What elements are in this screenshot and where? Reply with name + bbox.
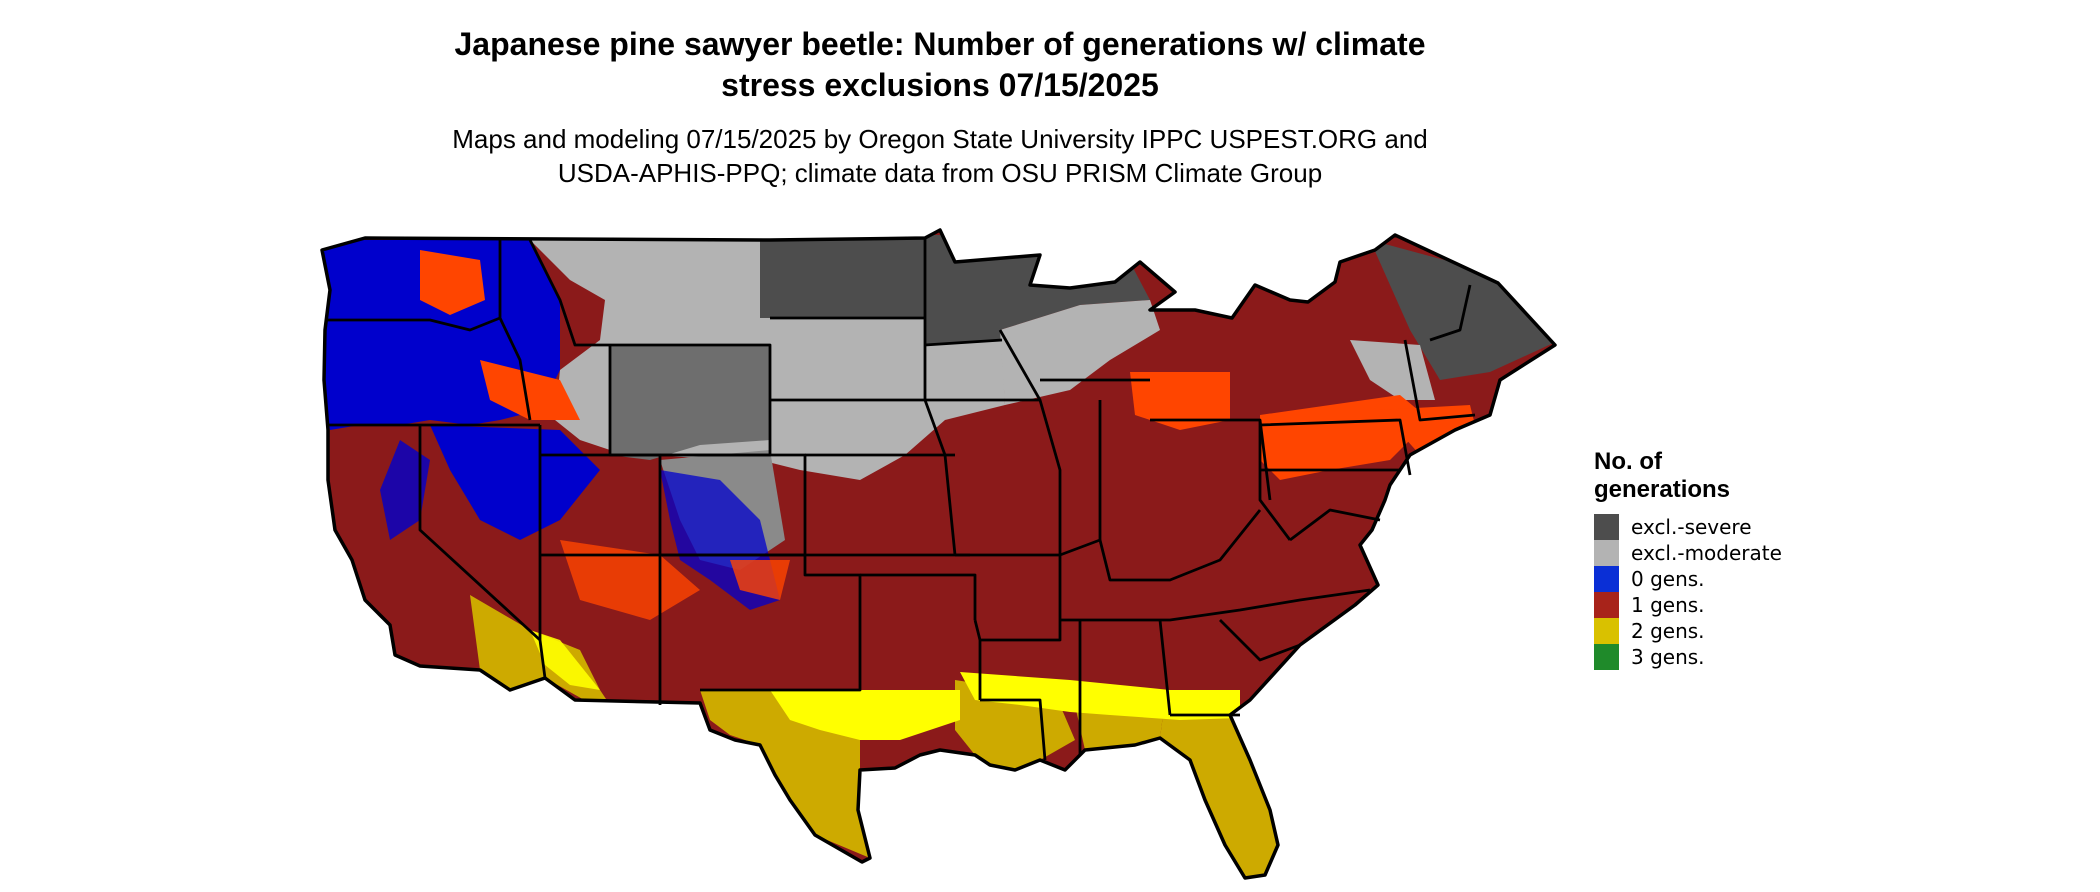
border-id-west <box>498 240 532 421</box>
subtitle-line-1: Maps and modeling 07/15/2025 by Oregon S… <box>452 124 1428 154</box>
border-ok-tx <box>860 573 977 620</box>
zone-highlight-utah-arizona <box>560 540 700 620</box>
border-nm-tx <box>660 553 862 692</box>
national-border <box>320 228 1557 880</box>
map-title: Japanese pine sawyer beetle: Number of g… <box>300 24 1580 106</box>
zone-highlight-new-mexico <box>730 560 790 600</box>
border-id-mt <box>528 239 610 347</box>
legend-item-2-gens: 2 gens. <box>1594 618 1854 644</box>
generation-zones <box>322 230 1555 878</box>
zone-two-texas <box>700 690 870 858</box>
border-la-ms <box>980 698 1047 761</box>
legend-swatch <box>1594 566 1619 592</box>
legend-swatch <box>1594 592 1619 618</box>
legend-item-excl-moderate: excl.-moderate <box>1594 540 1854 566</box>
zone-two-fringe-california <box>530 630 600 690</box>
legend: No. of generations excl.-severe excl.-mo… <box>1594 448 1854 670</box>
map-subtitle: Maps and modeling 07/15/2025 by Oregon S… <box>300 122 1580 190</box>
border-ar-la-west <box>973 619 982 700</box>
legend-swatch <box>1594 618 1619 644</box>
legend-title: No. of generations <box>1594 448 1854 504</box>
border-mo-ar <box>955 553 1062 642</box>
border-mn-ia-mo-west <box>923 238 957 556</box>
border-al-ga <box>1158 619 1172 716</box>
zone-highlight-michigan <box>1130 372 1230 430</box>
legend-item-1-gens: 1 gens. <box>1594 592 1854 618</box>
legend-title-line-1: No. of <box>1594 448 1662 475</box>
legend-title-line-2: generations <box>1594 476 1731 503</box>
zone-zero-sierra <box>380 440 430 540</box>
border-utah <box>540 453 662 557</box>
legend-label: 1 gens. <box>1631 593 1705 617</box>
border-new-england <box>1403 339 1476 422</box>
legend-label: excl.-moderate <box>1631 541 1782 565</box>
zone-highlight-snake-river <box>480 360 580 420</box>
border-mn-ia <box>924 338 1003 347</box>
border-nv-az-ut <box>538 425 547 679</box>
zone-highlight-idaho <box>420 250 485 315</box>
zone-excl-wyoming <box>610 345 770 460</box>
legend-item-0-gens: 0 gens. <box>1594 566 1854 592</box>
legend-swatch <box>1594 514 1619 540</box>
zone-two-florida <box>1160 690 1278 878</box>
border-ca-nv <box>418 425 541 642</box>
legend-swatch <box>1594 644 1619 670</box>
us-generations-map <box>320 228 1557 880</box>
legend-label: 2 gens. <box>1631 619 1705 643</box>
legend-item-3-gens: 3 gens. <box>1594 644 1854 670</box>
border-wa-or <box>325 316 501 332</box>
border-vt-nh <box>1429 284 1472 342</box>
legend-swatch <box>1594 540 1619 566</box>
border-pa-ny <box>1259 418 1412 476</box>
legend-item-excl-severe: excl.-severe <box>1594 514 1854 540</box>
legend-label: 3 gens. <box>1631 645 1705 669</box>
border-wv-va <box>1289 508 1381 542</box>
border-ia-il-ky <box>998 329 1062 555</box>
legend-label: excl.-severe <box>1631 515 1752 539</box>
border-oh-pa-wv <box>1258 420 1292 541</box>
border-tn-nc-va <box>1060 588 1371 622</box>
state-borders <box>325 238 1476 761</box>
title-line-1: Japanese pine sawyer beetle: Number of g… <box>454 26 1426 62</box>
title-line-2: stress exclusions 07/15/2025 <box>721 67 1159 103</box>
border-ga-sc <box>1219 619 1301 662</box>
zone-two-fringe-texas <box>770 690 960 740</box>
border-ky <box>1098 509 1262 582</box>
legend-label: 0 gens. <box>1631 567 1705 591</box>
subtitle-line-2: USDA-APHIS-PPQ; climate data from OSU PR… <box>557 158 1323 188</box>
